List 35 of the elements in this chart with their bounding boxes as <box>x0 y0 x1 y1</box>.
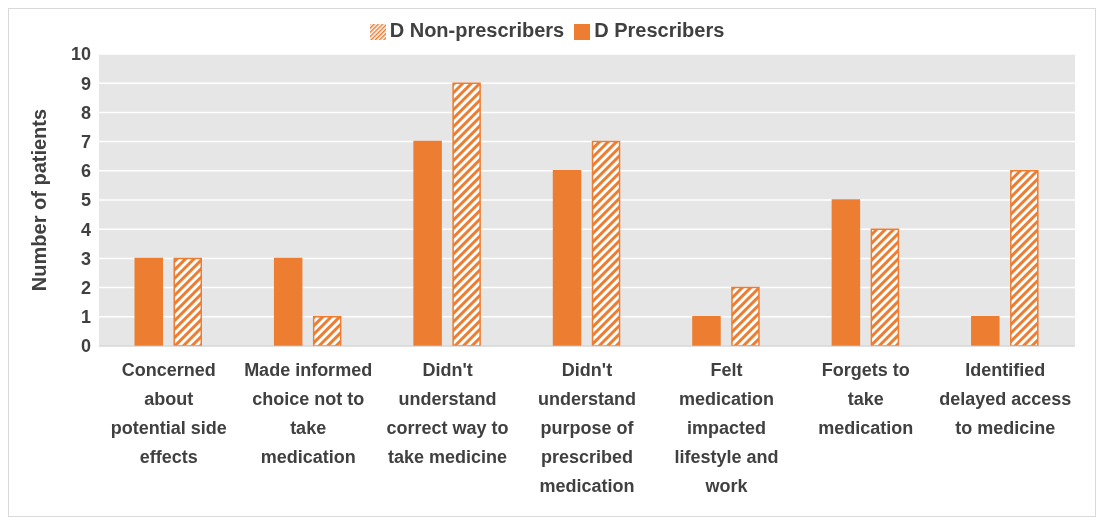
x-tick-label: Forgets to take medication <box>818 360 914 438</box>
bar <box>413 140 442 346</box>
x-tick-label: Didn't understand purpose of prescribed medication <box>537 360 637 496</box>
bar <box>692 316 721 346</box>
bar <box>552 170 582 346</box>
y-tick-label: 6 <box>80 161 91 182</box>
y-tick-label: 0 <box>80 336 91 357</box>
y-tick-label: 7 <box>80 131 91 152</box>
y-tick-label: 2 <box>80 277 91 298</box>
bar <box>870 228 900 346</box>
bar <box>731 286 760 346</box>
x-tick-label: Concerned about potential side effects <box>110 360 227 467</box>
y-tick-label: 4 <box>80 219 91 240</box>
bar <box>312 316 342 346</box>
x-tick-label: Felt medication impacted lifestyle and work <box>674 360 779 496</box>
bar <box>452 82 481 346</box>
bar <box>273 257 303 346</box>
x-tick-label: Identified delayed access to medicine <box>939 360 1072 438</box>
bar <box>591 140 621 346</box>
y-tick-label: 8 <box>80 102 91 123</box>
legend-label: D Non-prescribers <box>389 19 565 41</box>
y-axis-title: Number of patients <box>28 108 51 292</box>
y-tick-label: 5 <box>80 190 91 211</box>
bar <box>173 257 202 346</box>
y-tick-label: 10 <box>70 44 91 65</box>
bar <box>971 316 1000 346</box>
bar <box>134 257 163 346</box>
y-tick-label: 9 <box>80 73 91 94</box>
bar <box>831 199 861 346</box>
y-tick-label: 3 <box>80 248 91 269</box>
y-tick-label: 1 <box>80 307 91 328</box>
bar <box>1010 170 1039 346</box>
x-tick-label: Made informed choice not to take medication <box>244 360 373 467</box>
legend-label: D Prescribers <box>594 19 725 41</box>
x-tick-label: Didn't understand correct way to take medicine <box>386 360 509 467</box>
